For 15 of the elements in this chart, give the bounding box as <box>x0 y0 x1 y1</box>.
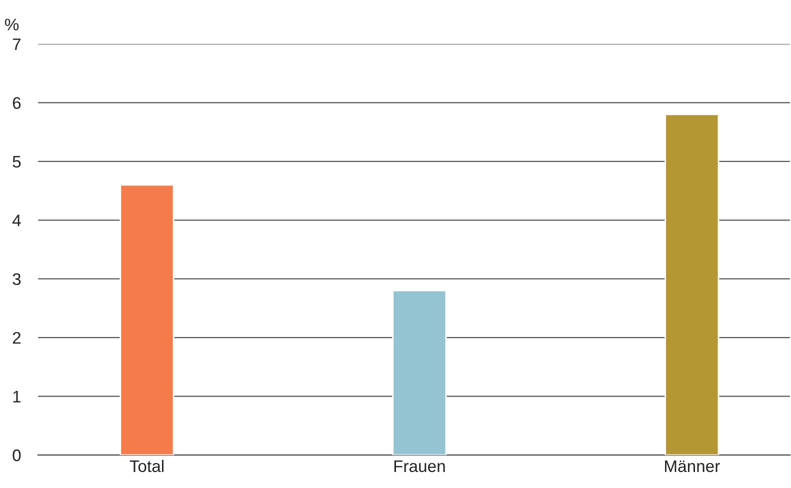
y-tick-label: 1 <box>13 390 21 402</box>
y-tick-label: 2 <box>12 332 20 344</box>
y-tick-label: 5 <box>12 156 21 168</box>
bar <box>664 114 720 455</box>
y-axis-title: % <box>4 18 19 30</box>
y-tick-label: 4 <box>12 214 21 226</box>
y-tick-label: 7 <box>12 38 20 50</box>
x-tick-label: Total <box>130 460 164 472</box>
bar <box>120 184 174 455</box>
x-tick-label: Männer <box>665 460 720 472</box>
x-tick-label: Frauen <box>394 460 445 472</box>
y-tick-label: 0 <box>12 449 21 462</box>
bar <box>392 290 447 455</box>
y-tick-label: 3 <box>12 273 21 286</box>
y-tick-label: 6 <box>12 97 21 109</box>
